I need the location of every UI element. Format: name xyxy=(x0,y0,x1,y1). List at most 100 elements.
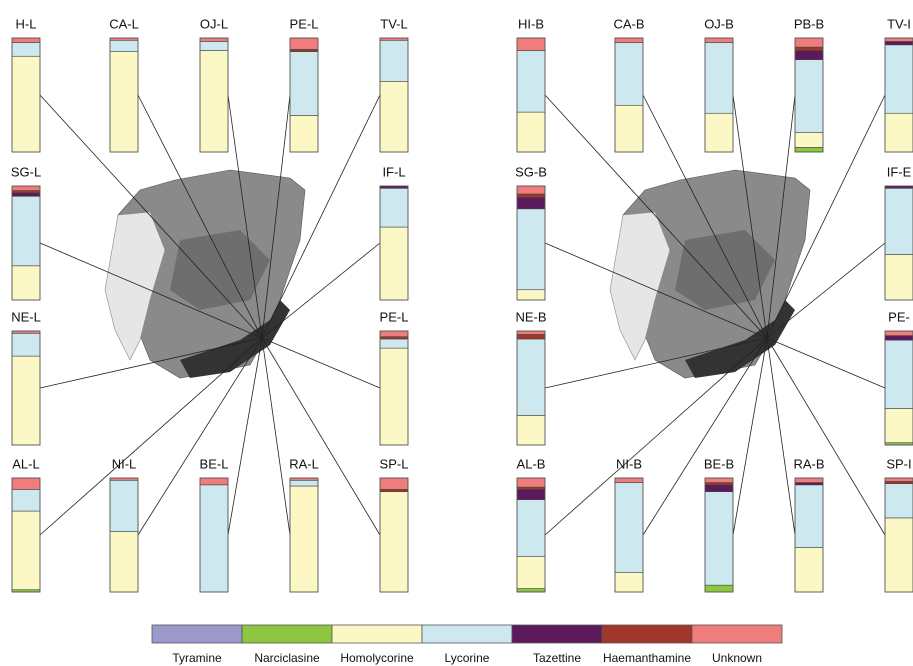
bar-segment xyxy=(200,478,228,485)
bar-segment xyxy=(380,40,408,81)
bar-segment xyxy=(885,188,913,254)
bar-segment xyxy=(290,38,318,49)
bar-label: CA-B xyxy=(613,16,644,31)
bar-segment xyxy=(290,49,318,51)
bar-segment xyxy=(380,81,408,152)
bar-segment xyxy=(705,485,733,492)
bar-segment xyxy=(517,589,545,592)
bar-label: HI-B xyxy=(518,16,544,31)
bar-segment xyxy=(795,548,823,592)
bar-segment xyxy=(290,116,318,152)
leader-line xyxy=(262,338,380,535)
leader-line xyxy=(767,338,885,535)
bar-label: BE-L xyxy=(200,456,229,471)
bar-segment xyxy=(885,481,913,483)
bar-segment xyxy=(615,43,643,106)
bar-segment xyxy=(615,38,643,43)
bar-label: BE-B xyxy=(704,456,734,471)
bar-label: PB-B xyxy=(794,16,824,31)
leader-line xyxy=(262,338,380,388)
bar-segment xyxy=(110,480,138,531)
bar-label: PE- xyxy=(888,309,910,324)
bar-label: SP-L xyxy=(380,456,409,471)
bar-segment xyxy=(380,331,408,337)
bar-segment xyxy=(885,38,913,41)
bar-segment xyxy=(705,43,733,114)
bar-label: H-L xyxy=(16,16,37,31)
legend-label: Narciclasine xyxy=(254,651,320,665)
bar-segment xyxy=(12,38,40,43)
bar-segment xyxy=(615,105,643,152)
bar-segment xyxy=(517,331,545,334)
figure: H-LCA-LOJ-LPE-LTV-LSG-LIF-LNE-LPE-LAL-LN… xyxy=(0,0,913,666)
bar-segment xyxy=(885,113,913,152)
bar-label: AL-L xyxy=(12,456,39,471)
bar-segment xyxy=(795,485,823,548)
bar-segment xyxy=(200,485,228,592)
bar-segment xyxy=(795,47,823,50)
legend-swatch xyxy=(422,625,512,643)
bar-segment xyxy=(517,290,545,300)
bar-segment xyxy=(795,133,823,148)
bar-segment xyxy=(885,518,913,592)
bar-label: OJ-B xyxy=(704,16,734,31)
bar-segment xyxy=(795,147,823,152)
bar-segment xyxy=(12,196,40,266)
bar-segment xyxy=(110,52,138,152)
bar-segment xyxy=(12,43,40,57)
bar-segment xyxy=(517,194,545,197)
leader-line xyxy=(545,338,767,535)
bar-segment xyxy=(110,40,138,51)
bar-segment xyxy=(290,486,318,592)
bar-segment xyxy=(517,500,545,557)
bar-segment xyxy=(615,478,643,483)
bar-segment xyxy=(615,483,643,573)
bar-segment xyxy=(615,573,643,592)
bar-label: SG-L xyxy=(11,164,41,179)
bar-segment xyxy=(12,266,40,300)
bar-segment xyxy=(705,38,733,43)
bar-segment xyxy=(795,483,823,485)
bar-segment xyxy=(12,356,40,445)
bar-segment xyxy=(517,197,545,208)
bar-segment xyxy=(517,51,545,113)
bar-segment xyxy=(517,38,545,51)
bar-segment xyxy=(110,532,138,592)
bar-label: PE-L xyxy=(290,16,319,31)
bar-segment xyxy=(517,415,545,445)
bar-segment xyxy=(380,478,408,489)
bar-segment xyxy=(12,186,40,191)
legend-swatch xyxy=(242,625,332,643)
bar-label: NI-L xyxy=(112,456,137,471)
legend-swatch xyxy=(332,625,422,643)
bar-label: NE-L xyxy=(11,309,41,324)
bar-segment xyxy=(705,585,733,592)
leader-line xyxy=(767,338,795,535)
bar-segment xyxy=(885,254,913,300)
leader-line xyxy=(767,338,885,388)
bar-segment xyxy=(705,483,733,485)
legend-label: Unknown xyxy=(712,651,762,665)
bar-segment xyxy=(380,492,408,592)
bar-label: TV-I xyxy=(887,16,911,31)
bar-segment xyxy=(12,193,40,196)
bar-segment xyxy=(885,336,913,341)
bar-segment xyxy=(795,60,823,133)
bar-segment xyxy=(885,478,913,481)
legend-swatch xyxy=(692,625,782,643)
bar-segment xyxy=(380,227,408,300)
bar-segment xyxy=(517,186,545,194)
bar-segment xyxy=(12,333,40,356)
bar-segment xyxy=(517,478,545,487)
bar-segment xyxy=(885,41,913,44)
bar-segment xyxy=(885,340,913,408)
bar-label: RA-B xyxy=(793,456,824,471)
bar-segment xyxy=(705,113,733,152)
bar-segment xyxy=(12,489,40,511)
bar-label: NE-B xyxy=(515,309,546,324)
bar-segment xyxy=(517,339,545,415)
bar-segment xyxy=(885,331,913,336)
bar-segment xyxy=(380,339,408,348)
map-right xyxy=(610,170,810,378)
